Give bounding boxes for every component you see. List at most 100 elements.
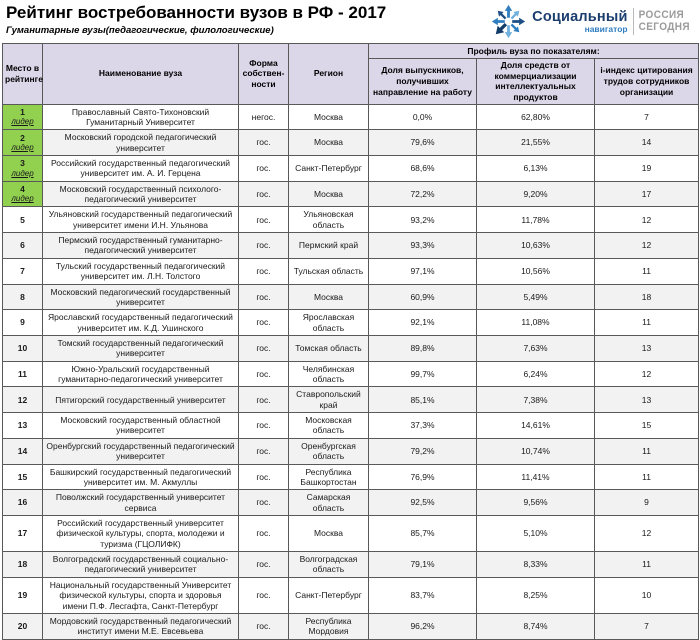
col-header-region: Регион (288, 43, 369, 105)
commercialization-share-cell: 8,25% (476, 576, 595, 614)
region-cell: Москва (288, 180, 369, 208)
rank-cell: 9 (2, 309, 43, 336)
graduates-share-cell: 92,5% (368, 489, 477, 516)
agency-line1: РОССИЯ (638, 9, 685, 22)
i-index-cell: 13 (593, 334, 700, 362)
university-name-cell: Российский государственный университет ф… (42, 514, 239, 553)
graduates-share-cell: 76,9% (368, 463, 477, 491)
table-row: 12 Пятигорский государственный университе… (2, 386, 700, 414)
ownership-cell: гос. (238, 551, 289, 578)
region-cell: Томская область (288, 334, 369, 362)
university-name-cell: Тульский государственный педагогический … (42, 257, 239, 285)
rank-number: 19 (17, 590, 28, 601)
region-cell: Ставропольский край (288, 386, 369, 414)
agency-wordmark: РОССИЯ СЕГОДНЯ (638, 9, 690, 33)
leader-badge: лидер (11, 168, 34, 178)
graduates-share-cell: 0,0% (368, 103, 477, 131)
i-index-cell: 12 (593, 360, 700, 388)
region-cell: Ярославская область (288, 309, 369, 336)
i-index-cell: 10 (593, 576, 700, 614)
rank-cell: 14 (2, 437, 43, 465)
graduates-share-cell: 85,1% (368, 386, 477, 414)
rank-number: 12 (17, 394, 28, 405)
region-cell: Санкт-Петербург (288, 576, 369, 614)
ownership-cell: гос. (238, 489, 289, 516)
commercialization-share-cell: 21,55% (476, 129, 595, 156)
university-name-cell: Московский городской педагогический унив… (42, 129, 239, 156)
table-header: Место в рейтинге Наименование вуза Форма… (2, 43, 700, 105)
ownership-cell: гос. (238, 360, 289, 388)
table-row: 20 Мордовский государственный педагогичес… (2, 612, 700, 640)
university-name-cell: Московский государственный областной уни… (42, 412, 239, 439)
i-index-cell: 7 (593, 103, 700, 131)
brand-name: Социальный (532, 8, 628, 25)
rank-cell: 18 (2, 551, 43, 578)
ownership-cell: гос. (238, 232, 289, 259)
table-row: 19 Национальный государственный Университ… (2, 576, 700, 614)
rank-cell: 6 (2, 232, 43, 259)
rank-cell: 2 лидер (2, 129, 43, 156)
col-header-commercialization: Доля средств от коммерциализации интелле… (476, 58, 595, 105)
region-cell: Оренбургская область (288, 437, 369, 465)
table-row: 18 Волгоградский государственный социальн… (2, 551, 700, 578)
ranking-table: Место в рейтинге Наименование вуза Форма… (2, 43, 700, 640)
commercialization-share-cell: 7,63% (476, 334, 595, 362)
table-row: 17 Российский государственный университет… (2, 514, 700, 553)
table-row: 1 лидер Православный Свято-Тихоновский Гум… (2, 103, 700, 131)
rank-cell: 19 (2, 576, 43, 614)
logo-divider (632, 8, 634, 35)
graduates-share-cell: 79,1% (368, 551, 477, 578)
rank-cell: 11 (2, 360, 43, 388)
commercialization-share-cell: 10,63% (476, 232, 595, 259)
region-cell: Республика Башкортостан (288, 463, 369, 491)
agency-line2: СЕГОДНЯ (638, 21, 690, 33)
commercialization-share-cell: 8,33% (476, 551, 595, 578)
rank-number: 7 (20, 265, 25, 276)
ownership-cell: негос. (238, 103, 289, 131)
brand-tagline: навигатор (584, 24, 628, 34)
i-index-cell: 17 (593, 180, 700, 208)
rank-number: 8 (20, 291, 25, 302)
table-row: 5 Ульяновский государственный педагогичес… (2, 206, 700, 234)
i-index-cell: 12 (593, 514, 700, 553)
graduates-share-cell: 68,6% (368, 154, 477, 182)
i-index-cell: 7 (593, 612, 700, 640)
social-navigator-logo: Социальный навигатор РОССИЯ СЕГОДНЯ (490, 3, 690, 40)
rank-cell: 3 лидер (2, 154, 43, 182)
commercialization-share-cell: 62,80% (476, 103, 595, 131)
rank-cell: 16 (2, 489, 43, 516)
i-index-cell: 12 (593, 232, 700, 259)
university-name-cell: Пятигорский государственный университет (42, 386, 239, 414)
commercialization-share-cell: 5,49% (476, 283, 595, 311)
university-name-cell: Волгоградский государственный социально-… (42, 551, 239, 578)
graduates-share-cell: 85,7% (368, 514, 477, 553)
i-index-cell: 11 (593, 309, 700, 336)
rank-cell: 7 (2, 257, 43, 285)
ownership-cell: гос. (238, 463, 289, 491)
region-cell: Ульяновская область (288, 206, 369, 234)
graduates-share-cell: 96,2% (368, 612, 477, 640)
ownership-cell: гос. (238, 154, 289, 182)
graduates-share-cell: 89,8% (368, 334, 477, 362)
rank-number: 17 (17, 528, 28, 539)
university-name-cell: Национальный государственный Университет… (42, 576, 239, 614)
graduates-share-cell: 37,3% (368, 412, 477, 439)
region-cell: Самарская область (288, 489, 369, 516)
graduates-share-cell: 93,3% (368, 232, 477, 259)
rank-number: 1 (20, 106, 25, 117)
university-name-cell: Московский педагогический государственны… (42, 283, 239, 311)
ownership-cell: гос. (238, 283, 289, 311)
university-name-cell: Московский государственный психолого-пед… (42, 180, 239, 208)
graduates-share-cell: 72,2% (368, 180, 477, 208)
col-header-place: Место в рейтинге (2, 43, 43, 105)
page-header: Рейтинг востребованности вузов в РФ - 20… (0, 0, 700, 43)
ownership-cell: гос. (238, 257, 289, 285)
rank-number: 4 (20, 183, 25, 194)
rank-cell: 10 (2, 334, 43, 362)
i-index-cell: 11 (593, 463, 700, 491)
i-index-cell: 15 (593, 412, 700, 439)
commercialization-share-cell: 10,56% (476, 257, 595, 285)
i-index-cell: 13 (593, 386, 700, 414)
table-row: 16 Поволжский государственный университет… (2, 489, 700, 516)
ownership-cell: гос. (238, 334, 289, 362)
